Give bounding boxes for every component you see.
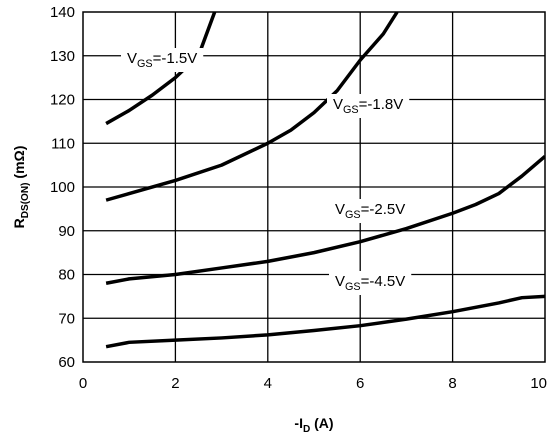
x-axis-title-rest: (A) (310, 415, 333, 431)
label-bg (329, 199, 412, 223)
x-axis-title-sub: D (303, 424, 310, 435)
x-tick-label: 0 (79, 375, 87, 392)
series-label-main: V (335, 273, 345, 290)
y-tick-label: 100 (50, 179, 75, 196)
series-label: VGS=-1.8V (333, 96, 403, 116)
series-label-rest: =-4.5V (361, 273, 406, 290)
series-label-sub: GS (343, 104, 359, 116)
label-bg (121, 48, 204, 72)
y-axis-title-sub: DS(ON) (20, 182, 31, 218)
series-label-main: V (335, 201, 345, 218)
x-tick-label: 6 (356, 375, 364, 392)
label-bg (327, 94, 410, 118)
y-tick-label: 80 (58, 267, 75, 284)
y-tick-label: 110 (51, 135, 75, 152)
x-axis-title-main: -I (294, 415, 303, 431)
curve (105, 294, 545, 349)
series-label-main: V (333, 96, 343, 113)
y-tick-label: 120 (50, 92, 75, 109)
series-label-sub: GS (345, 209, 361, 221)
y-axis-title-main: R (11, 218, 27, 228)
series-label-sub: GS (137, 58, 153, 70)
x-tick-label: 4 (264, 375, 272, 392)
y-tick-label: 60 (58, 354, 75, 371)
y-tick-label: 90 (58, 223, 75, 240)
label-bg (329, 271, 412, 295)
y-axis-title: RDS(ON) (mΩ) (11, 146, 31, 229)
x-axis-title: -ID (A) (294, 415, 333, 435)
series-label-rest: =-1.8V (359, 96, 404, 113)
series-label: VGS=-4.5V (335, 273, 405, 293)
series-label-main: V (127, 50, 137, 67)
curve (105, 155, 545, 285)
plot-frame (82, 11, 546, 363)
y-tick-label: 130 (50, 48, 75, 65)
series-label-rest: =-1.5V (153, 50, 198, 67)
x-tick-label: 10 (530, 375, 547, 392)
x-tick-label: 2 (171, 375, 179, 392)
series-label: VGS=-2.5V (335, 201, 405, 221)
series-label: VGS=-1.5V (127, 50, 197, 70)
series-label-rest: =-2.5V (361, 201, 406, 218)
y-tick-label: 70 (58, 310, 75, 327)
series-label-sub: GS (345, 281, 361, 293)
y-tick-label: 140 (50, 4, 75, 21)
curve (105, 12, 399, 202)
x-tick-label: 8 (448, 375, 456, 392)
y-axis-title-rest: (mΩ) (11, 146, 27, 183)
